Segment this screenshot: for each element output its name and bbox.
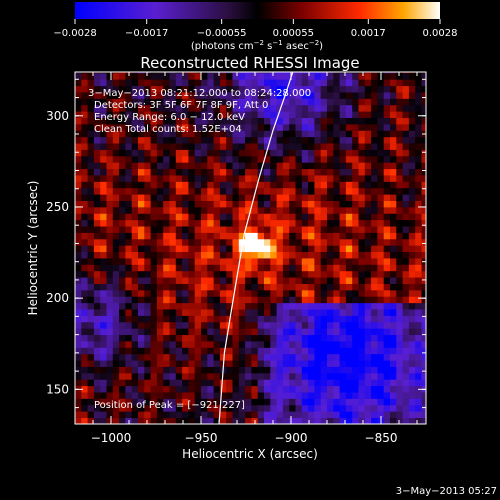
annotation-line: Energy Range: 6.0 − 12.0 keV xyxy=(94,112,245,123)
x-tick-label: −1000 xyxy=(91,431,132,445)
y-tick-label: 200 xyxy=(46,291,69,305)
colorbar-tick-label: 0.0017 xyxy=(351,28,386,39)
annotation-line: Detectors: 3F 5F 6F 7F 8F 9F, Att 0 xyxy=(94,100,268,111)
colorbar-tick-label: −0.0017 xyxy=(125,28,168,39)
colorbar-tick-label: −0.00055 xyxy=(197,28,247,39)
x-tick-label: −850 xyxy=(365,431,398,445)
annotation-line: Clean Total counts: 1.52E+04 xyxy=(94,124,242,135)
y-tick-label: 150 xyxy=(46,382,69,396)
colorbar-tick-label: −0.0028 xyxy=(53,28,96,39)
axis-ticks: −1000 −950 −900 −850 150 200 250 300 xyxy=(46,72,426,445)
plot-frame xyxy=(74,71,427,425)
x-tick-label: −950 xyxy=(185,431,218,445)
colorbar-tick-label: 0.00055 xyxy=(273,28,314,39)
x-axis-label: Heliocentric X (arcsec) xyxy=(182,447,318,461)
timestamp: 3−May−2013 05:27 xyxy=(396,486,497,497)
y-axis-label: Heliocentric Y (arcsec) xyxy=(26,181,40,316)
y-tick-label: 250 xyxy=(46,200,69,214)
colorbar xyxy=(75,2,440,19)
peak-position-label: Position of Peak = [−921,227] xyxy=(94,400,245,411)
annotation-line: 3−May−2013 08:21:12.000 to 08:24:28.000 xyxy=(88,88,311,99)
solar-limb-line xyxy=(218,72,294,424)
colorbar-ticks: −0.0028 −0.0017 −0.00055 0.00055 0.0017 0.002… xyxy=(53,19,458,39)
annotation-block: 3−May−2013 08:21:12.000 to 08:24:28.000D… xyxy=(88,88,311,135)
x-tick-label: −900 xyxy=(275,431,308,445)
colorbar-tick-label: 0.0028 xyxy=(423,28,458,39)
chart-title: Reconstructed RHESSI Image xyxy=(140,54,359,72)
colorbar-unit-label: (photons cm−2 s−1 asec−2) xyxy=(191,39,323,52)
y-tick-label: 300 xyxy=(46,109,69,123)
heatmap-image xyxy=(75,72,426,424)
